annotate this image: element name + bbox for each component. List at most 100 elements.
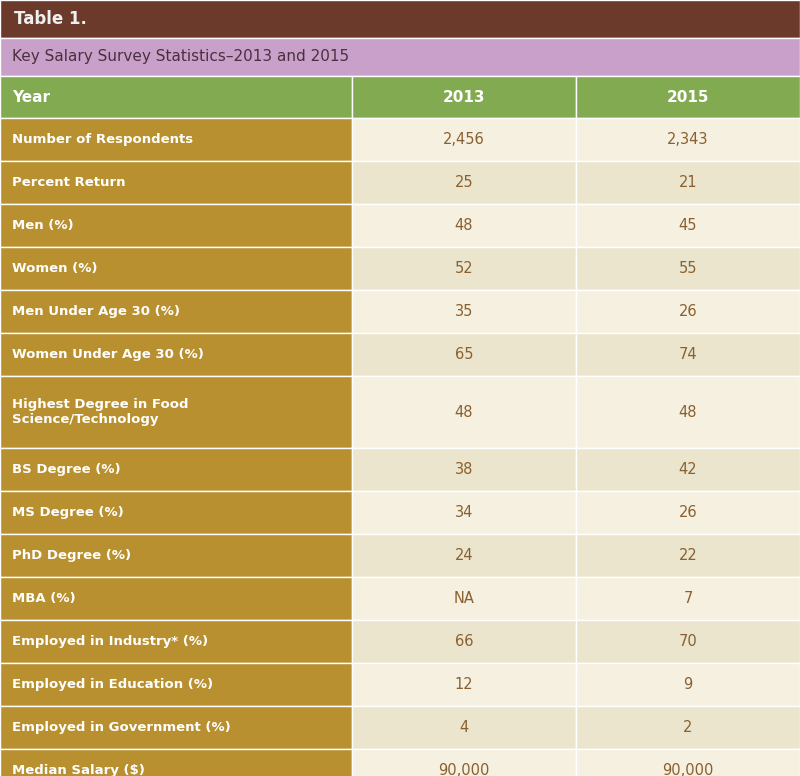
Bar (0, 663, 352, 706)
Text: 74: 74 (678, 347, 698, 362)
Bar (352, 376, 576, 448)
Bar (0, 706, 352, 749)
Text: MS Degree (%): MS Degree (%) (12, 506, 124, 519)
Text: 90,000: 90,000 (662, 763, 714, 776)
Bar (576, 247, 800, 290)
Bar (576, 376, 800, 448)
Text: Number of Respondents: Number of Respondents (12, 133, 193, 146)
Bar (0, 577, 352, 620)
Bar (352, 204, 576, 247)
Text: 90,000: 90,000 (438, 763, 490, 776)
Text: 48: 48 (454, 404, 474, 420)
Text: 22: 22 (678, 548, 698, 563)
Bar (0, 76, 352, 118)
Bar (0, 161, 352, 204)
Text: Table 1.: Table 1. (14, 10, 87, 28)
Text: Year: Year (12, 89, 50, 105)
Text: 2: 2 (683, 720, 693, 735)
Text: 26: 26 (678, 304, 698, 319)
Bar (576, 577, 800, 620)
Bar (352, 749, 576, 776)
Bar (352, 333, 576, 376)
Bar (576, 706, 800, 749)
Text: Median Salary ($): Median Salary ($) (12, 764, 145, 776)
Bar (0, 749, 352, 776)
Bar (0, 376, 352, 448)
Bar (576, 620, 800, 663)
Bar (576, 333, 800, 376)
Text: 2013: 2013 (442, 89, 486, 105)
Text: 38: 38 (455, 462, 473, 477)
Bar (0, 204, 352, 247)
Bar (0, 38, 800, 76)
Text: Percent Return: Percent Return (12, 176, 126, 189)
Bar (576, 204, 800, 247)
Text: 26: 26 (678, 505, 698, 520)
Bar (576, 290, 800, 333)
Text: 2,456: 2,456 (443, 132, 485, 147)
Bar (576, 663, 800, 706)
Bar (0, 118, 352, 161)
Bar (0, 534, 352, 577)
Text: 45: 45 (678, 218, 698, 233)
Text: BS Degree (%): BS Degree (%) (12, 463, 121, 476)
Text: Employed in Government (%): Employed in Government (%) (12, 721, 230, 734)
Text: 21: 21 (678, 175, 698, 190)
Text: Employed in Industry* (%): Employed in Industry* (%) (12, 635, 208, 648)
Bar (576, 534, 800, 577)
Bar (352, 663, 576, 706)
Text: Highest Degree in Food
Science/Technology: Highest Degree in Food Science/Technolog… (12, 398, 189, 426)
Bar (352, 118, 576, 161)
Text: 24: 24 (454, 548, 474, 563)
Bar (0, 448, 352, 491)
Bar (0, 491, 352, 534)
Bar (352, 247, 576, 290)
Text: 35: 35 (455, 304, 473, 319)
Bar (576, 161, 800, 204)
Text: 52: 52 (454, 261, 474, 276)
Bar (576, 491, 800, 534)
Bar (0, 247, 352, 290)
Bar (352, 620, 576, 663)
Bar (0, 620, 352, 663)
Bar (0, 0, 800, 38)
Text: 9: 9 (683, 677, 693, 692)
Bar (352, 534, 576, 577)
Bar (352, 161, 576, 204)
Bar (352, 491, 576, 534)
Text: Men Under Age 30 (%): Men Under Age 30 (%) (12, 305, 180, 318)
Text: 25: 25 (454, 175, 474, 190)
Text: 48: 48 (454, 218, 474, 233)
Text: 48: 48 (678, 404, 698, 420)
Bar (352, 577, 576, 620)
Text: 70: 70 (678, 634, 698, 649)
Text: Women (%): Women (%) (12, 262, 98, 275)
Text: NA: NA (454, 591, 474, 606)
Bar (576, 118, 800, 161)
Text: Key Salary Survey Statistics–2013 and 2015: Key Salary Survey Statistics–2013 and 20… (12, 50, 349, 64)
Text: 2015: 2015 (666, 89, 710, 105)
Text: 55: 55 (678, 261, 698, 276)
Text: Women Under Age 30 (%): Women Under Age 30 (%) (12, 348, 204, 361)
Bar (352, 448, 576, 491)
Text: 66: 66 (454, 634, 474, 649)
Bar (576, 749, 800, 776)
Text: 4: 4 (459, 720, 469, 735)
Text: 7: 7 (683, 591, 693, 606)
Bar (0, 333, 352, 376)
Text: Men (%): Men (%) (12, 219, 74, 232)
Text: 42: 42 (678, 462, 698, 477)
Text: MBA (%): MBA (%) (12, 592, 76, 605)
Bar (576, 448, 800, 491)
Bar (352, 76, 576, 118)
Text: 34: 34 (455, 505, 473, 520)
Text: Employed in Education (%): Employed in Education (%) (12, 678, 213, 691)
Bar (0, 290, 352, 333)
Text: PhD Degree (%): PhD Degree (%) (12, 549, 131, 562)
Text: 65: 65 (454, 347, 474, 362)
Text: 2,343: 2,343 (667, 132, 709, 147)
Bar (576, 76, 800, 118)
Text: 12: 12 (454, 677, 474, 692)
Bar (352, 290, 576, 333)
Bar (352, 706, 576, 749)
